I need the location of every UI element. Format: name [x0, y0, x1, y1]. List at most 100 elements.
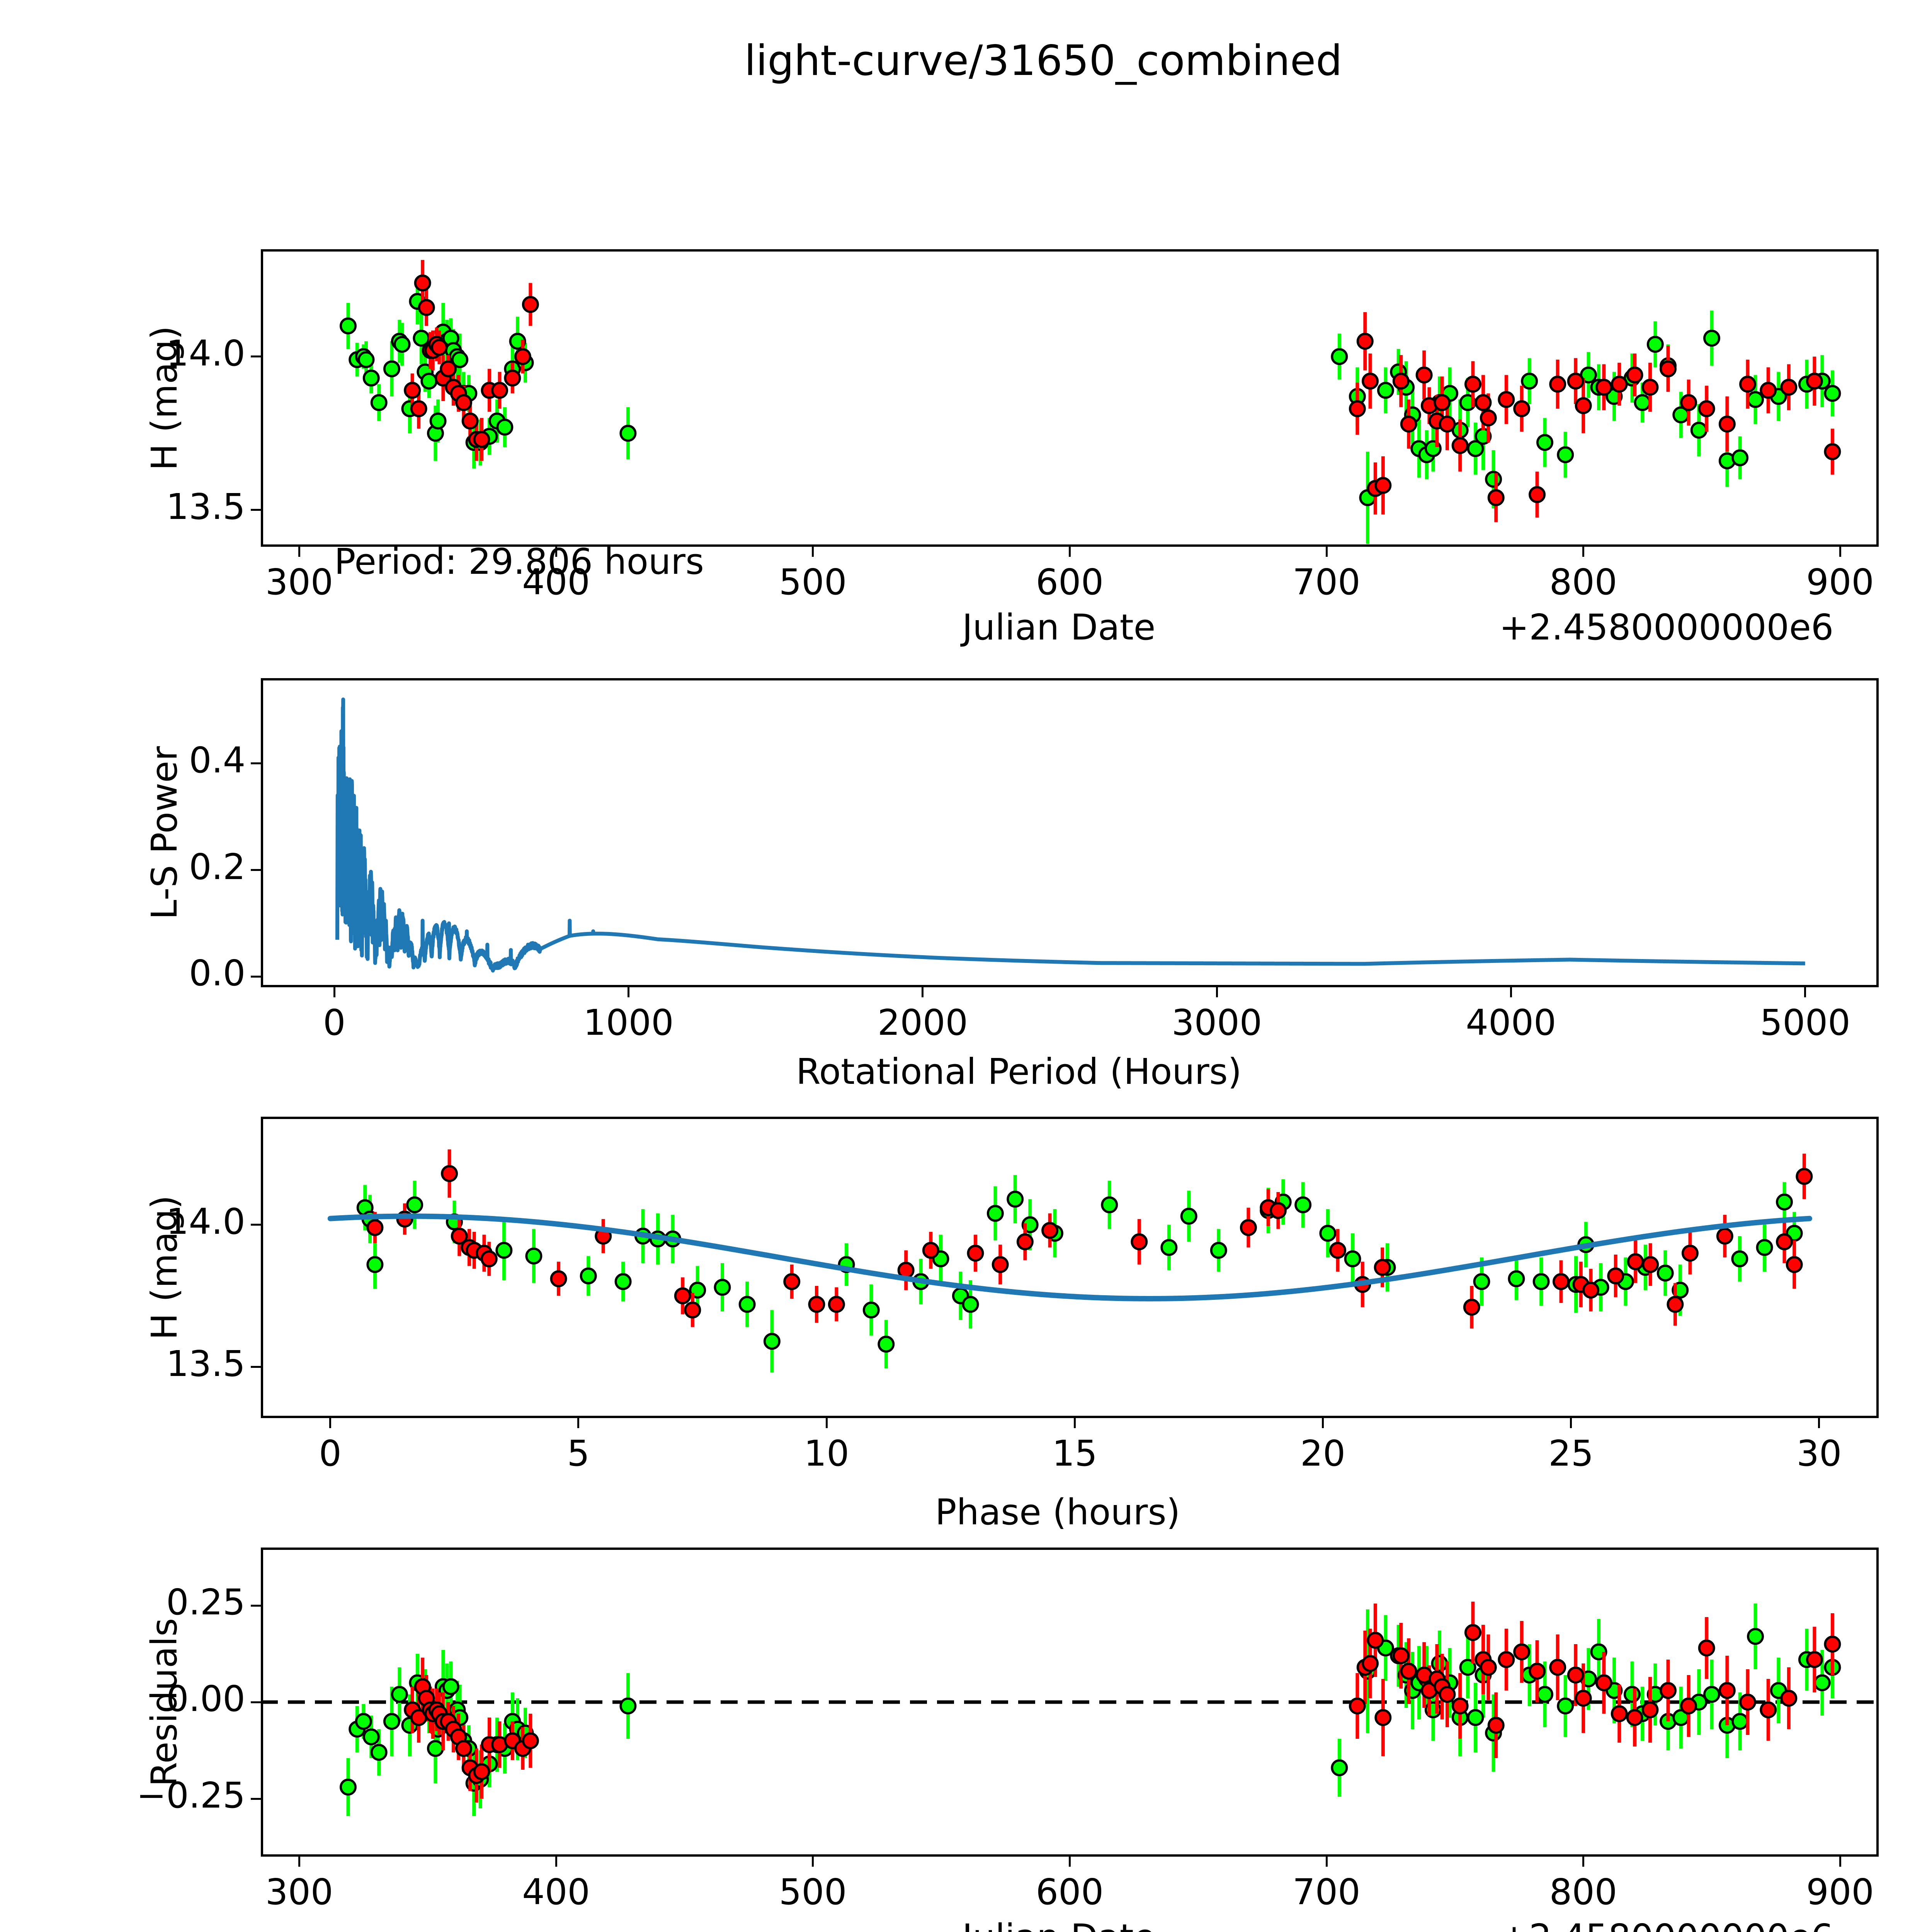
x-tick-mark [329, 1418, 332, 1428]
data-point-marker [1703, 1686, 1721, 1703]
panel-periodogram [261, 678, 1879, 987]
data-point-marker [1331, 1759, 1348, 1776]
data-point-marker [1824, 443, 1841, 460]
data-point-marker [1362, 372, 1379, 390]
data-point-marker [1731, 1713, 1749, 1730]
data-point-marker [1513, 400, 1531, 417]
data-point-marker [427, 1740, 444, 1757]
data-point-marker [1041, 1222, 1059, 1239]
sinusoid-fit-curve [327, 1213, 1812, 1301]
data-point-marker [1776, 1193, 1793, 1211]
data-point-marker [455, 1740, 473, 1757]
data-point-marker [1786, 1256, 1803, 1273]
x-tick-mark [1069, 547, 1071, 557]
data-point-marker [1431, 1655, 1448, 1672]
residuals-xtick-label: 300 [265, 1871, 333, 1913]
phase-fit-group [327, 1213, 1812, 1301]
data-point-marker [1813, 1674, 1831, 1691]
data-point-marker [922, 1242, 939, 1259]
data-point-marker [714, 1279, 731, 1296]
data-point-marker [1623, 1686, 1641, 1703]
data-point-marker [1269, 1202, 1287, 1219]
data-point-marker [1160, 1239, 1178, 1256]
data-point-marker [1463, 1299, 1480, 1316]
data-point-marker [362, 1728, 380, 1745]
phase-xtick-label: 0 [319, 1433, 342, 1474]
residuals-ytick-label: −0.25 [136, 1775, 245, 1816]
data-point-marker [442, 1678, 459, 1695]
data-point-marker [1400, 1663, 1417, 1680]
data-point-marker [1131, 1233, 1148, 1250]
data-point-marker [1641, 379, 1659, 396]
data-point-marker [496, 418, 514, 436]
x-tick-mark [1325, 547, 1328, 557]
data-point-marker [1739, 376, 1757, 393]
lightcurve-xtick-label: 600 [1036, 561, 1104, 603]
data-point-marker [1374, 477, 1392, 494]
periodogram-line [335, 697, 1807, 973]
data-point-marker [383, 1713, 400, 1730]
data-point-marker [383, 360, 400, 378]
data-point-marker [1567, 372, 1584, 390]
period-annotation: Period: 29.806 hours [334, 541, 704, 582]
data-point-marker [1756, 1239, 1773, 1256]
data-point-marker [992, 1256, 1009, 1273]
data-point-marker [1513, 1643, 1531, 1660]
phase-ytick-label: 13.5 [166, 1343, 245, 1384]
data-point-marker [862, 1301, 880, 1319]
data-point-marker [1739, 1694, 1757, 1711]
phase-ytick-label: 14.0 [166, 1201, 245, 1242]
data-point-marker [1016, 1233, 1034, 1250]
data-point-marker [514, 348, 531, 365]
data-point-marker [362, 369, 380, 387]
lightcurve-xtick-label: 800 [1549, 561, 1617, 603]
data-point-marker [1557, 446, 1574, 463]
data-point-marker [473, 1763, 490, 1780]
periodogram-xtick-label: 1000 [583, 1002, 674, 1043]
data-point-marker [1681, 1245, 1699, 1262]
data-point-marker [525, 1247, 543, 1265]
data-point-marker [1415, 366, 1433, 384]
x-tick-mark [1069, 1857, 1071, 1867]
data-point-marker [1806, 372, 1823, 390]
data-point-marker [1464, 1624, 1481, 1641]
data-point-marker [738, 1296, 756, 1313]
data-point-marker [370, 1744, 388, 1761]
data-point-marker [1595, 379, 1612, 396]
data-point-marker [451, 351, 469, 368]
data-point-marker [580, 1267, 597, 1285]
data-point-marker [366, 1219, 384, 1236]
data-point-marker [1796, 1168, 1813, 1185]
data-point-marker [1377, 382, 1394, 399]
residuals-xtick-label: 400 [522, 1871, 590, 1913]
lightcurve-data-group [339, 260, 1841, 544]
data-point-marker [684, 1301, 701, 1319]
data-point-marker [1464, 376, 1481, 393]
x-tick-mark [1322, 1418, 1324, 1428]
data-point-marker [1374, 1709, 1392, 1726]
data-point-marker [410, 400, 427, 417]
data-point-marker [429, 412, 447, 430]
x-tick-mark [628, 987, 630, 997]
data-point-marker [614, 1273, 632, 1290]
data-point-marker [1646, 336, 1664, 353]
x-tick-mark [1325, 1857, 1328, 1867]
data-point-marker [550, 1270, 567, 1287]
data-point-marker [1660, 1682, 1677, 1699]
data-point-marker [962, 1296, 979, 1313]
data-point-marker [339, 317, 357, 335]
phase-xtick-label: 20 [1300, 1433, 1346, 1474]
data-point-marker [1731, 449, 1749, 466]
x-tick-mark [1570, 1418, 1572, 1428]
x-tick-mark [1839, 1857, 1841, 1867]
periodogram-trace-group [335, 697, 1807, 973]
periodogram-xlabel: Rotational Period (Hours) [796, 1051, 1242, 1092]
lightcurve-xtick-label: 500 [779, 561, 847, 603]
residuals-x-offset-text: +2.4580000000e6 [1499, 1917, 1833, 1932]
data-point-marker [1642, 1256, 1659, 1273]
data-point-marker [522, 296, 539, 313]
data-point-marker [1611, 1705, 1628, 1722]
